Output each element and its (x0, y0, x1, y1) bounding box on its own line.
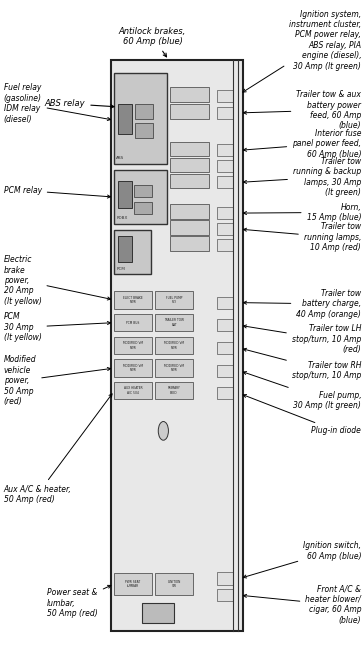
Text: Trailer tow RH
stop/turn, 10 Amp: Trailer tow RH stop/turn, 10 Amp (243, 348, 361, 381)
Text: Trailer tow
running & backup
lamps, 30 Amp
(lt green): Trailer tow running & backup lamps, 30 A… (244, 157, 361, 197)
Bar (114, 314, 152, 331)
Bar (170, 236, 209, 251)
Bar (217, 387, 233, 399)
Bar (217, 319, 233, 331)
Text: PCM: PCM (116, 267, 125, 271)
Bar (155, 291, 193, 309)
Text: MODIFIED VM
PWR: MODIFIED VM PWR (123, 364, 143, 372)
Bar (135, 104, 153, 119)
Bar (170, 87, 209, 102)
Bar (170, 104, 209, 119)
Bar (111, 60, 243, 631)
Text: Horn,
15 Amp (blue): Horn, 15 Amp (blue) (244, 202, 361, 222)
Text: Fuel relay
(gasoline)
IDM relay
(diesel): Fuel relay (gasoline) IDM relay (diesel) (4, 84, 111, 124)
Text: Trailer tow
running lamps,
10 Amp (red): Trailer tow running lamps, 10 Amp (red) (244, 222, 361, 252)
Text: PRIMARY
FEED: PRIMARY FEED (168, 387, 180, 395)
Text: PWR SEAT
LUMBAR: PWR SEAT LUMBAR (126, 580, 140, 588)
Bar (217, 144, 233, 156)
Text: Modified
vehicle
power,
50 Amp
(red): Modified vehicle power, 50 Amp (red) (4, 355, 110, 406)
Bar (217, 207, 233, 219)
Bar (114, 573, 152, 595)
Bar (217, 365, 233, 377)
Bar (114, 337, 152, 354)
Text: MODIFIED VM
PWR: MODIFIED VM PWR (123, 341, 143, 349)
Text: PDBX: PDBX (116, 216, 127, 220)
Text: PCM BUS: PCM BUS (126, 321, 140, 325)
Text: Power seat &
lumbar,
50 Amp (red): Power seat & lumbar, 50 Amp (red) (47, 585, 111, 618)
Text: Trailer tow & aux
battery power
feed, 60 Amp
(blue): Trailer tow & aux battery power feed, 60… (244, 90, 361, 130)
Text: Interior fuse
panel power feed,
60 Amp (blue): Interior fuse panel power feed, 60 Amp (… (244, 129, 361, 158)
Bar (134, 202, 152, 214)
Bar (217, 90, 233, 102)
Bar (170, 174, 209, 188)
Bar (170, 158, 209, 172)
Text: Electric
brake
power,
20 Amp
(lt yellow): Electric brake power, 20 Amp (lt yellow) (4, 255, 111, 306)
Bar (217, 572, 233, 584)
Bar (135, 123, 153, 138)
Bar (217, 297, 233, 309)
Bar (217, 239, 233, 251)
Bar (170, 204, 209, 219)
Bar (217, 176, 233, 188)
Text: ABS: ABS (116, 156, 125, 160)
Text: Ignition system,
instrument cluster,
PCM power relay,
ABS relay, PIA
engine (die: Ignition system, instrument cluster, PCM… (243, 9, 361, 92)
Text: TRAILER TOW
BAT: TRAILER TOW BAT (164, 319, 184, 327)
Text: ELECT BRAKE
PWR: ELECT BRAKE PWR (123, 296, 143, 304)
Text: Front A/C &
heater blower/
cigar, 60 Amp
(blue): Front A/C & heater blower/ cigar, 60 Amp… (244, 584, 361, 625)
Text: MODIFIED VM
PWR: MODIFIED VM PWR (164, 341, 184, 349)
Text: FUEL PUMP
RLY: FUEL PUMP RLY (166, 296, 182, 304)
Text: AUX HEATER
A/C 504: AUX HEATER A/C 504 (124, 387, 142, 395)
Bar (114, 170, 167, 224)
Text: IGNITION
SW: IGNITION SW (167, 580, 181, 588)
Text: Antilock brakes,
60 Amp (blue): Antilock brakes, 60 Amp (blue) (119, 27, 186, 57)
Bar (142, 603, 174, 623)
Bar (114, 291, 152, 309)
Text: PCM relay: PCM relay (4, 186, 110, 198)
Bar (217, 589, 233, 601)
Bar (155, 314, 193, 331)
Bar (118, 104, 132, 134)
Bar (170, 220, 209, 235)
Text: Aux A/C & heater,
50 Amp (red): Aux A/C & heater, 50 Amp (red) (4, 394, 112, 504)
Bar (118, 181, 132, 208)
Bar (118, 236, 132, 262)
Text: Ignition switch,
60 Amp (blue): Ignition switch, 60 Amp (blue) (243, 541, 361, 578)
Text: Trailer tow LH
stop/turn, 10 Amp
(red): Trailer tow LH stop/turn, 10 Amp (red) (244, 325, 361, 354)
Bar (155, 382, 193, 399)
Text: Trailer tow
battery charge,
40 Amp (orange): Trailer tow battery charge, 40 Amp (oran… (244, 289, 361, 319)
Bar (114, 230, 151, 274)
Bar (114, 382, 152, 399)
Bar (217, 160, 233, 172)
Bar (155, 359, 193, 377)
Bar (217, 107, 233, 119)
Bar (134, 185, 152, 197)
Bar (217, 342, 233, 354)
Text: Plug-in diode: Plug-in diode (243, 395, 361, 436)
Circle shape (158, 422, 168, 440)
Bar (217, 223, 233, 235)
Text: ABS relay: ABS relay (45, 99, 114, 108)
Text: PCM
30 Amp
(lt yellow): PCM 30 Amp (lt yellow) (4, 313, 110, 342)
Bar (114, 359, 152, 377)
Bar (155, 337, 193, 354)
Text: Fuel pump,
30 Amp (lt green): Fuel pump, 30 Amp (lt green) (243, 371, 361, 411)
Bar (170, 142, 209, 156)
Bar (155, 573, 193, 595)
Bar (114, 73, 167, 164)
Text: MODIFIED VM
PWR: MODIFIED VM PWR (164, 364, 184, 372)
